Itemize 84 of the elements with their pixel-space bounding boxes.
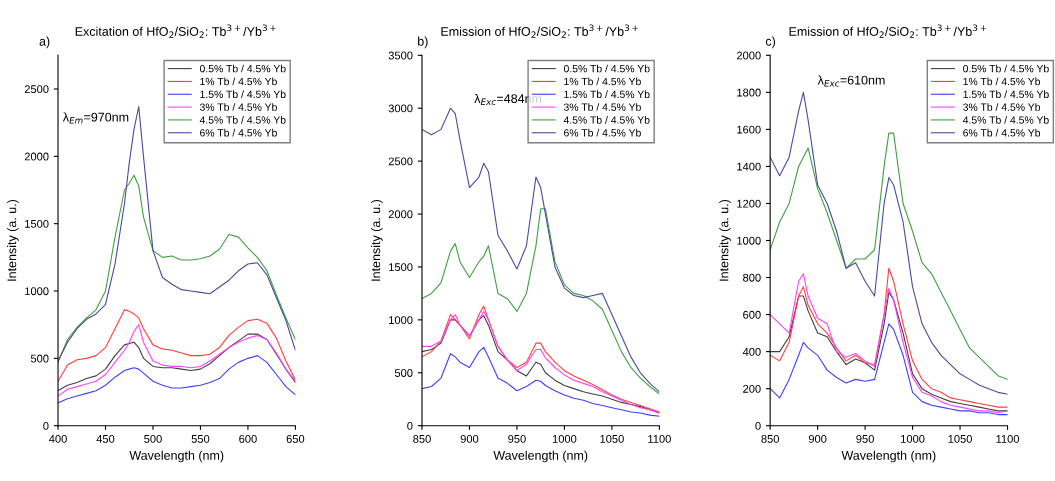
y-tick-label: 500 — [394, 369, 413, 377]
y-tick-label: 1500 — [25, 219, 49, 228]
legend-label: 0.5% Tb / 4.5% Yb — [199, 64, 286, 73]
x-tick-label: 1050 — [600, 435, 624, 443]
x-tick-label: 900 — [460, 435, 479, 443]
y-axis-title: Intensity (a. u.) — [371, 199, 383, 281]
y-tick-label: 800 — [743, 273, 761, 282]
x-axis-title: Wavelength (nm) — [129, 450, 224, 463]
x-tick-label: 900 — [808, 435, 827, 443]
legend-label: 1.5% Tb / 4.5% Yb — [564, 90, 650, 99]
annotation: λ$_{Em}$=970nm — [62, 112, 129, 124]
legend-label: 6% Tb / 4.5% Yb — [564, 128, 641, 137]
y-tick-label: 500 — [30, 354, 49, 363]
legend-label: 4.5% Tb / 4.5% Yb — [962, 116, 1049, 124]
text: b) — [418, 36, 428, 49]
y-tick-label: 0 — [43, 421, 49, 430]
line-series — [58, 309, 296, 382]
y-tick-label: 2500 — [388, 157, 413, 166]
legend-label: 1% Tb / 4.5% Yb — [564, 77, 641, 86]
y-axis-title: Intensity (a. u.) — [719, 199, 731, 281]
y-tick-label: 1500 — [389, 263, 413, 272]
annotation: λ$_{Exc}$=484nm — [474, 93, 542, 106]
x-tick-label: 1100 — [996, 435, 1020, 443]
y-tick-label: 1000 — [389, 316, 413, 324]
y-axis-title: Intensity (a. u.) — [7, 199, 19, 281]
legend-label: 0.5% Tb / 4.5% Yb — [563, 64, 650, 73]
x-tick-label: 1000 — [901, 435, 925, 443]
line-series — [422, 346, 660, 417]
legend-label: 3% Tb / 4.5% Yb — [563, 103, 641, 111]
legend-label: 1.5% Tb / 4.5% Yb — [200, 90, 286, 99]
legend-label: 4.5% Tb / 4.5% Yb — [563, 116, 650, 124]
legend-label: 1.5% Tb / 4.5% Yb — [963, 90, 1049, 99]
y-tick-label: 0 — [755, 421, 761, 430]
legend-label: 3% Tb / 4.5% Yb — [199, 103, 277, 111]
y-tick-label: 2000 — [736, 51, 761, 60]
legend-label: 6% Tb / 4.5% Yb — [963, 128, 1041, 137]
legend-label: 6% Tb / 4.5% Yb — [200, 128, 277, 137]
y-tick-label: 1000 — [737, 236, 761, 245]
x-tick-label: 850 — [413, 435, 431, 443]
x-axis-title: Wavelength (nm) — [841, 450, 936, 463]
text: a) — [39, 36, 50, 49]
x-tick-label: 600 — [239, 435, 257, 443]
y-tick-label: 2500 — [24, 85, 49, 94]
y-tick-label: 3000 — [388, 104, 413, 113]
legend-label: 0.5% Tb / 4.5% Yb — [963, 64, 1049, 73]
legend-label: 3% Tb / 4.5% Yb — [963, 103, 1041, 111]
legend-label: 1% Tb / 4.5% Yb — [963, 77, 1041, 86]
x-tick-label: 500 — [144, 435, 162, 443]
x-tick-label: 650 — [286, 435, 305, 443]
x-tick-label: 850 — [761, 435, 779, 443]
x-tick-label: 950 — [856, 435, 874, 443]
x-tick-label: 550 — [191, 435, 210, 443]
y-tick-label: 400 — [742, 347, 761, 356]
y-tick-label: 2000 — [388, 210, 413, 219]
text: c) — [765, 36, 776, 49]
chart-title: Excitation of HfO$_{2}$/SiO$_{2}$: Tb$^{3+}$/Yb$^{3+}$ — [75, 24, 276, 38]
line-series — [770, 323, 1008, 416]
y-tick-label: 0 — [407, 421, 413, 430]
line-series — [58, 324, 296, 397]
y-tick-label: 2000 — [24, 152, 49, 161]
x-tick-label: 1050 — [948, 435, 972, 443]
y-tick-label: 200 — [743, 384, 761, 393]
x-tick-label: 450 — [96, 435, 115, 443]
y-tick-label: 3500 — [388, 51, 413, 60]
legend-label: 4.5% Tb / 4.5% Yb — [199, 116, 286, 124]
line-series — [58, 333, 296, 392]
y-tick-label: 600 — [743, 310, 761, 319]
line-series — [58, 355, 296, 404]
y-tick-label: 1000 — [25, 287, 49, 296]
x-tick-label: 1100 — [648, 435, 671, 443]
line-series — [422, 208, 660, 395]
chart-title: Emission of HfO$_{2}$/SiO$_{2}$: Tb$^{3+}$/Yb$^{3+}$ — [789, 24, 987, 38]
y-tick-label: 1200 — [737, 199, 761, 208]
y-tick-label: 1800 — [737, 88, 761, 97]
y-tick-label: 1600 — [737, 125, 761, 134]
y-tick-label: 1400 — [737, 162, 761, 171]
chart-title: Emission of HfO$_{2}$/SiO$_{2}$: Tb$^{3+}$/Yb$^{3+}$ — [441, 24, 638, 38]
x-tick-label: 1000 — [552, 435, 577, 443]
line-series — [58, 105, 296, 362]
annotation: λ$_{Exc}$=610nm — [817, 75, 885, 87]
x-tick-label: 950 — [508, 435, 526, 443]
legend-label: 1% Tb / 4.5% Yb — [200, 77, 277, 86]
x-tick-label: 400 — [49, 435, 67, 443]
x-axis-title: Wavelength (nm) — [493, 450, 588, 463]
